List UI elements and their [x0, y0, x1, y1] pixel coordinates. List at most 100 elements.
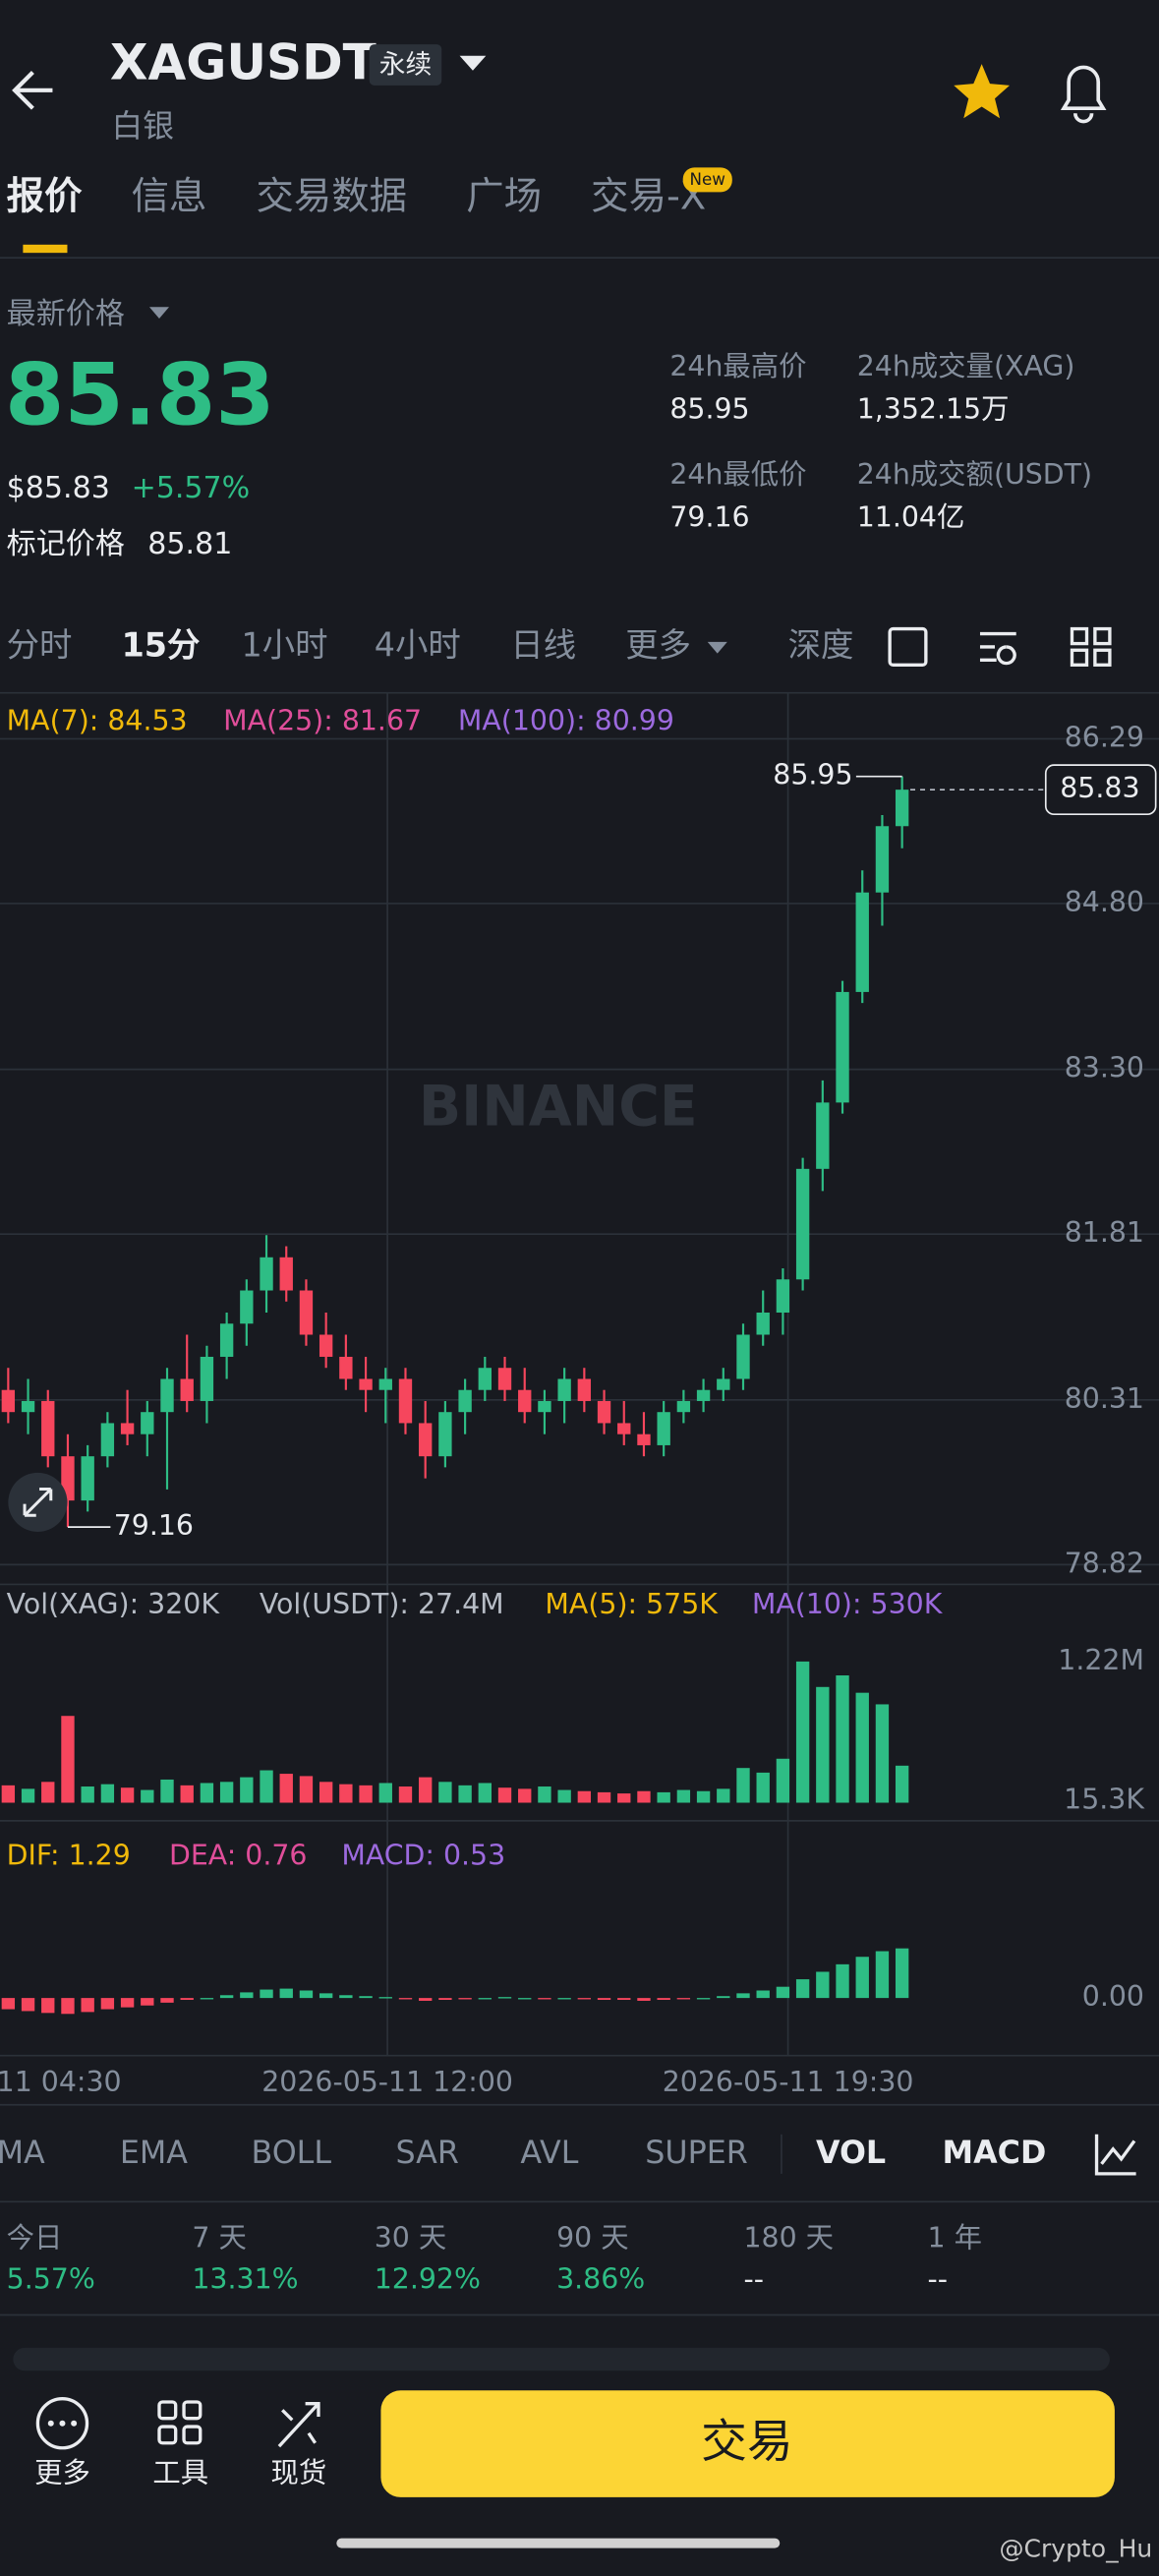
- tool-icon[interactable]: [1093, 626, 1112, 646]
- stat-value: 1,352.15万: [857, 392, 1010, 425]
- volume-bar: [518, 1788, 532, 1803]
- tool-icon[interactable]: [1093, 648, 1112, 667]
- watermark: BINANCE: [419, 1074, 698, 1139]
- indicator[interactable]: MA: [0, 2136, 45, 2171]
- candle-body: [398, 1378, 413, 1424]
- x-tick-label: 2026-05-11 19:30: [663, 2066, 914, 2098]
- indicator[interactable]: SUPER: [645, 2136, 748, 2171]
- candle-body: [557, 1378, 571, 1401]
- more-dropdown[interactable]: [707, 641, 727, 654]
- volume-bar: [756, 1772, 770, 1803]
- volume-bar: [200, 1783, 214, 1803]
- macd-bar: [895, 1948, 909, 1999]
- macd-bar: [81, 1998, 94, 2013]
- candle-body: [855, 892, 869, 992]
- nav-label[interactable]: 更多: [34, 2456, 90, 2488]
- nav-icons: [35, 2396, 320, 2450]
- perf-value: 5.57%: [7, 2262, 95, 2295]
- candle-body: [339, 1356, 353, 1379]
- interval[interactable]: 4小时: [375, 625, 461, 664]
- bottom-nav: 更多 工具 现货: [34, 2456, 326, 2488]
- macd-bar: [319, 1993, 333, 1999]
- macd-bar: [717, 1996, 730, 1999]
- macd-bar: [776, 1986, 790, 1999]
- favorite-star[interactable]: [954, 64, 1011, 119]
- macd-bar: [61, 1998, 75, 2015]
- macd-bar: [617, 1998, 631, 2001]
- dot: [71, 2420, 78, 2427]
- volume-bar: [100, 1784, 115, 1803]
- tab[interactable]: 报价: [7, 175, 83, 219]
- bell[interactable]: [1060, 65, 1107, 124]
- legend-item: DEA: 0.76: [169, 1840, 307, 1872]
- candle-body: [61, 1456, 75, 1501]
- macd-bar: [180, 1998, 194, 2001]
- nav-icon[interactable]: [182, 2400, 203, 2421]
- macd-bar: [637, 1998, 651, 2001]
- interval[interactable]: 分时: [7, 625, 73, 664]
- perf-value: 3.86%: [556, 2262, 645, 2295]
- candle-body: [717, 1378, 730, 1390]
- change: +5.57%: [132, 471, 251, 505]
- volume-bar: [577, 1790, 592, 1803]
- y-tick-label: 81.81: [1065, 1216, 1144, 1249]
- candle-body: [478, 1368, 492, 1390]
- candle-body: [438, 1412, 452, 1457]
- macd-bar: [557, 1998, 571, 2000]
- macd-bar: [299, 1990, 314, 1999]
- volume-bar: [717, 1788, 730, 1803]
- macd-bar: [120, 1998, 135, 2008]
- macd-bar: [219, 1995, 234, 1999]
- nav-icon[interactable]: [277, 2401, 320, 2448]
- indicator[interactable]: AVL: [520, 2136, 578, 2171]
- perf-label: 30 天: [375, 2222, 447, 2254]
- indicator[interactable]: EMA: [120, 2136, 188, 2171]
- perf-label: 7 天: [192, 2222, 246, 2254]
- nav-label[interactable]: 工具: [152, 2456, 208, 2488]
- perf-label: 180 天: [743, 2222, 834, 2254]
- nav-icon[interactable]: [182, 2425, 203, 2445]
- macd-bar: [160, 1998, 174, 2003]
- tab[interactable]: 交易数据: [257, 175, 408, 219]
- nav-icon[interactable]: [157, 2425, 178, 2445]
- y-tick-label: 1.22M: [1058, 1644, 1144, 1676]
- indicator[interactable]: VOL: [816, 2136, 886, 2171]
- indicator[interactable]: BOLL: [252, 2136, 332, 2171]
- interval[interactable]: 15分: [122, 625, 201, 664]
- nav-icon[interactable]: [157, 2400, 178, 2421]
- interval[interactable]: 更多: [625, 625, 691, 664]
- indicator-settings[interactable]: [1094, 2134, 1136, 2176]
- interval[interactable]: 1小时: [241, 625, 327, 664]
- nav-label[interactable]: 现货: [271, 2456, 327, 2488]
- interval[interactable]: 日线: [510, 625, 576, 664]
- candle-body: [617, 1423, 631, 1434]
- legend-item: Vol(USDT): 27.4M: [260, 1588, 504, 1620]
- trade-button[interactable]: [380, 2390, 1115, 2497]
- expand-icon: [23, 1488, 53, 1517]
- x-tick-label: 11 04:30: [0, 2066, 122, 2098]
- price-dropdown[interactable]: [148, 307, 170, 319]
- tool-icon[interactable]: [1070, 648, 1089, 667]
- tool-icon[interactable]: [979, 631, 1016, 666]
- low-label: 79.16: [114, 1509, 194, 1542]
- interval[interactable]: 深度: [788, 625, 854, 664]
- indicator[interactable]: MACD: [943, 2136, 1047, 2171]
- chart-tools[interactable]: [888, 626, 1112, 667]
- tool-icon[interactable]: [888, 626, 928, 667]
- legend-item: MA(10): 530K: [752, 1588, 944, 1620]
- symbol-dropdown[interactable]: [459, 55, 487, 71]
- performance: 今日 5.57% 7 天 13.31% 30 天 12.92% 90 天 3.86% 180 天…: [7, 2222, 982, 2296]
- indicator[interactable]: SAR: [395, 2136, 458, 2171]
- candle-body: [816, 1102, 830, 1169]
- candle-body: [1, 1389, 16, 1413]
- tab[interactable]: 广场: [466, 175, 542, 219]
- legend-item: DIF: 1.29: [7, 1840, 131, 1872]
- macd-bar: [736, 1993, 750, 1999]
- tab[interactable]: 信息: [132, 175, 207, 219]
- nav-icon[interactable]: [35, 2396, 89, 2450]
- candle-body: [279, 1257, 293, 1291]
- tool-icon[interactable]: [1070, 626, 1089, 646]
- back-button[interactable]: [12, 70, 53, 110]
- macd-bar: [875, 1951, 890, 1999]
